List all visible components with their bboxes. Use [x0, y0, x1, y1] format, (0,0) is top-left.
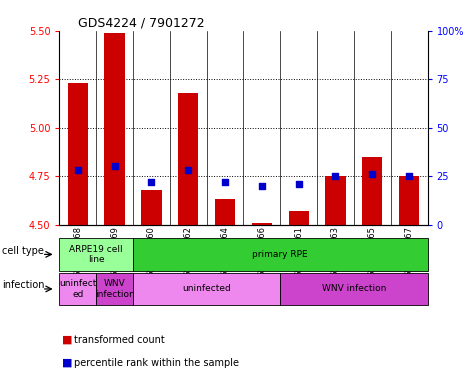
- Text: primary RPE: primary RPE: [252, 250, 308, 259]
- Point: [148, 179, 155, 185]
- Text: cell type: cell type: [2, 245, 44, 256]
- Bar: [325, 176, 346, 225]
- Point: [332, 173, 339, 179]
- Bar: [104, 33, 125, 225]
- Point: [74, 167, 82, 174]
- Text: uninfect
ed: uninfect ed: [59, 279, 96, 299]
- Text: uninfected: uninfected: [182, 285, 231, 293]
- Bar: [67, 83, 88, 225]
- Text: WNV
infection: WNV infection: [95, 279, 134, 299]
- Point: [405, 173, 413, 179]
- Point: [184, 167, 192, 174]
- Bar: [362, 157, 382, 225]
- Bar: [178, 93, 199, 225]
- Text: percentile rank within the sample: percentile rank within the sample: [74, 358, 238, 368]
- Bar: [399, 176, 419, 225]
- Bar: [215, 199, 235, 225]
- Point: [221, 179, 229, 185]
- Point: [295, 181, 303, 187]
- Bar: [141, 190, 162, 225]
- Text: GDS4224 / 7901272: GDS4224 / 7901272: [78, 17, 204, 30]
- Text: ARPE19 cell
line: ARPE19 cell line: [69, 245, 123, 264]
- Point: [258, 183, 266, 189]
- Text: infection: infection: [2, 280, 45, 290]
- Point: [369, 171, 376, 177]
- Text: ■: ■: [62, 335, 72, 345]
- Bar: [288, 211, 309, 225]
- Text: WNV infection: WNV infection: [322, 285, 386, 293]
- Text: ■: ■: [62, 358, 72, 368]
- Bar: [252, 223, 272, 225]
- Text: transformed count: transformed count: [74, 335, 164, 345]
- Point: [111, 164, 118, 170]
